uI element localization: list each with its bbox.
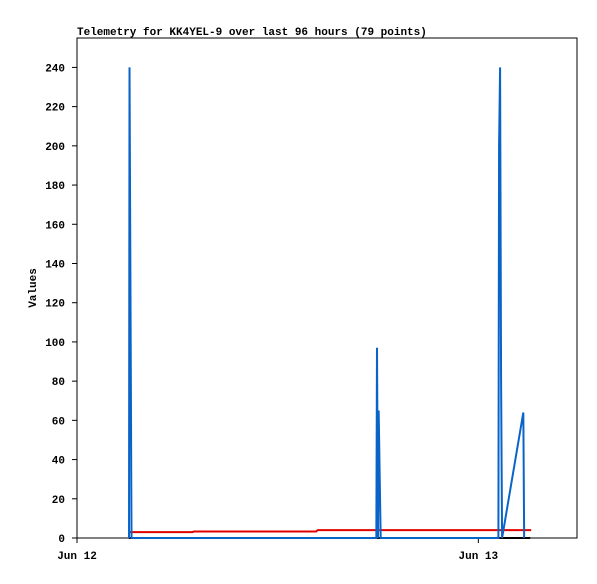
- y-axis-label: Values: [28, 268, 40, 308]
- y-tick-label: 80: [52, 377, 65, 389]
- x-tick-label: Jun 12: [57, 551, 97, 563]
- y-tick-label: 40: [52, 456, 65, 468]
- series-line: [128, 529, 532, 534]
- y-tick-label: 120: [45, 299, 65, 311]
- y-tick-label: 180: [45, 181, 65, 193]
- y-tick-label: 60: [52, 416, 65, 428]
- x-tick-label: Jun 13: [459, 551, 499, 563]
- y-tick-label: 140: [45, 259, 65, 271]
- y-tick-label: 100: [45, 338, 65, 350]
- series-line: [128, 67, 526, 539]
- y-tick-label: 220: [45, 103, 65, 115]
- y-tick-label: 0: [58, 534, 65, 546]
- y-tick-label: 160: [45, 220, 65, 232]
- y-tick-label: 20: [52, 495, 65, 507]
- chart-title: Telemetry for KK4YEL-9 over last 96 hour…: [77, 27, 427, 39]
- y-tick-label: 240: [45, 63, 65, 75]
- y-tick-label: 200: [45, 142, 65, 154]
